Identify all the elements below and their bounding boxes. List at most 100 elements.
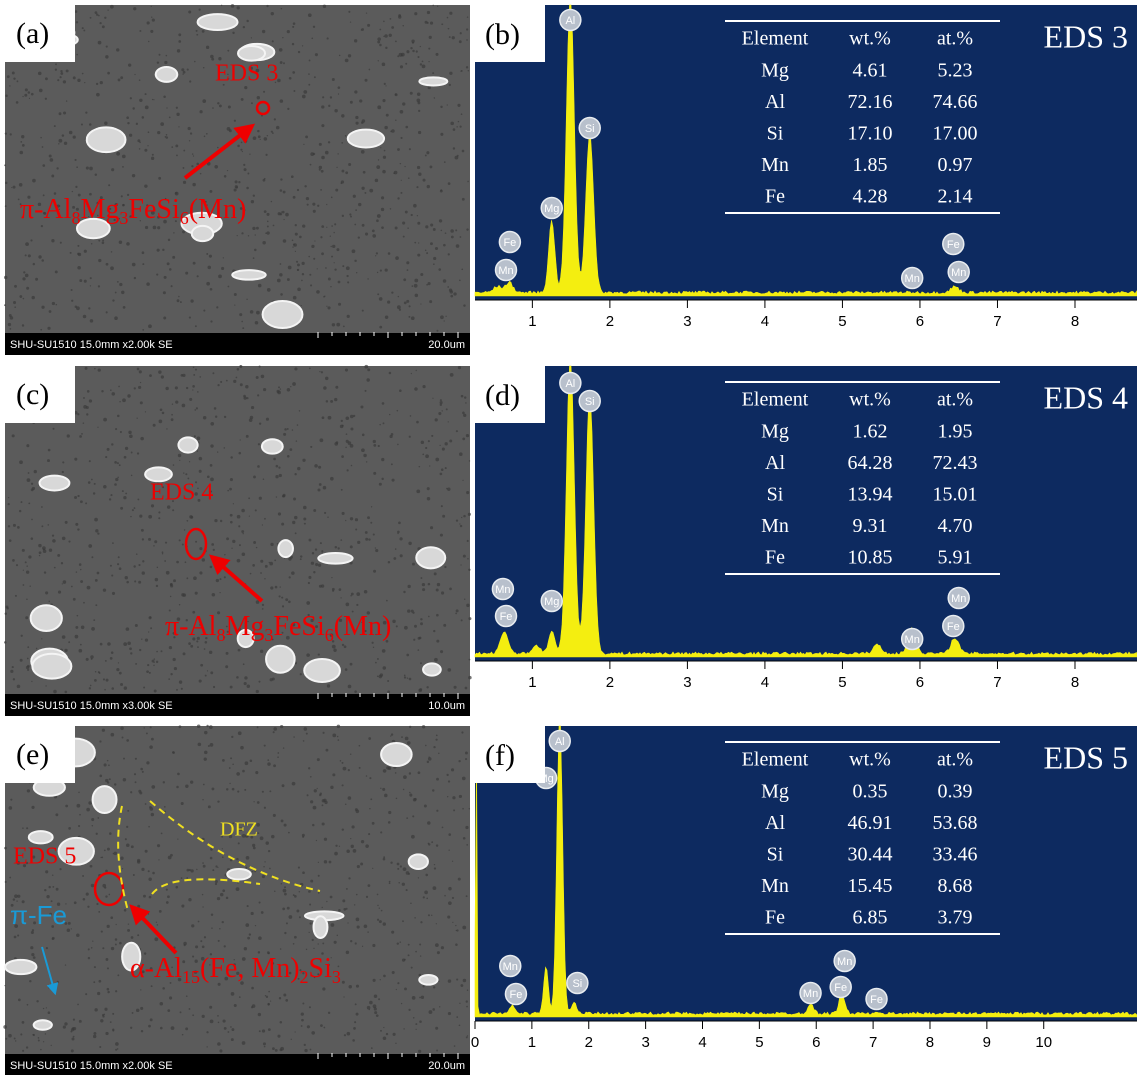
- sem-pore: [379, 29, 381, 31]
- sem-pore: [400, 192, 402, 194]
- sem-pore: [94, 966, 96, 968]
- sem-pore: [46, 947, 48, 949]
- sem-pore: [311, 1031, 315, 1035]
- sem-pore: [280, 1021, 283, 1024]
- sem-pore: [105, 1032, 108, 1035]
- sem-pore: [48, 986, 50, 988]
- sem-pore: [208, 805, 211, 808]
- sem-pore: [432, 1008, 435, 1011]
- sem-pore: [448, 979, 451, 982]
- sem-pore: [417, 649, 419, 651]
- x-tick-label: 1: [528, 1034, 536, 1051]
- sem-pore: [117, 281, 119, 283]
- sem-pore: [154, 937, 158, 941]
- sem-pore: [440, 404, 442, 406]
- sem-pore: [436, 734, 438, 736]
- sem-pore: [93, 1032, 96, 1035]
- sem-pore: [45, 1033, 46, 1034]
- sem-pore: [334, 852, 338, 856]
- sem-pore: [300, 673, 302, 675]
- sem-pore: [292, 26, 294, 28]
- sem-pore: [224, 554, 225, 555]
- peak-label: Fe: [503, 237, 516, 249]
- sem-pore: [188, 11, 191, 14]
- sem-pore: [460, 984, 463, 987]
- sem-pore: [275, 586, 278, 589]
- sem-pore: [209, 255, 212, 258]
- sem-pore: [22, 324, 24, 326]
- peak-label: Fe: [510, 989, 523, 1001]
- sem-pore: [365, 232, 368, 235]
- sem-pore: [273, 764, 276, 767]
- sem-pore: [85, 112, 87, 114]
- sem-pore: [358, 236, 360, 238]
- sem-pore: [440, 650, 443, 653]
- sem-pore: [379, 907, 380, 908]
- sem-pore: [197, 437, 201, 441]
- sem-pore: [128, 431, 131, 434]
- sem-pore: [188, 127, 191, 130]
- sem-pore: [262, 524, 263, 525]
- sem-pore: [310, 152, 314, 156]
- sem-pore: [229, 783, 230, 784]
- sem-pore: [401, 736, 403, 738]
- sem-pore: [422, 61, 424, 63]
- sem-pore: [444, 895, 446, 897]
- sem-pore: [407, 609, 410, 612]
- sem-pore: [25, 242, 29, 246]
- sem-pore: [91, 947, 93, 949]
- sem-pore: [229, 488, 232, 491]
- sem-pore: [465, 826, 468, 829]
- sem-pore: [418, 110, 420, 112]
- sem-pore: [404, 166, 405, 167]
- sem-pore: [105, 55, 108, 58]
- sem-pore: [231, 736, 233, 738]
- sem-pore: [120, 683, 123, 686]
- sem-pore: [357, 541, 360, 544]
- sem-pore: [4, 164, 6, 166]
- sem-pore: [466, 39, 468, 41]
- sem-pore: [83, 397, 85, 399]
- sem-pore: [451, 768, 454, 771]
- sem-pore: [369, 1001, 373, 1005]
- sem-pore: [151, 813, 154, 816]
- table-cell: 64.28: [848, 452, 893, 474]
- sem-pore: [150, 726, 152, 728]
- sem-pore: [134, 773, 136, 775]
- sem-pore: [463, 515, 466, 518]
- sem-pore: [273, 225, 275, 227]
- sem-pore: [391, 463, 393, 465]
- sem-pore: [9, 539, 12, 542]
- sem-pore: [468, 513, 471, 516]
- sem-pore: [124, 909, 127, 912]
- sem-pore: [237, 515, 241, 519]
- sem-pore: [303, 517, 306, 520]
- sem-pore: [141, 529, 144, 532]
- sem-pore: [284, 886, 286, 888]
- sem-pore: [352, 825, 355, 828]
- sem-pore: [432, 5, 434, 7]
- sem-pore: [5, 1038, 7, 1040]
- sem-pore: [458, 121, 459, 122]
- sem-pore: [300, 555, 302, 557]
- sem-pore: [321, 550, 323, 552]
- sem-pore: [321, 371, 323, 373]
- sem-pore: [435, 1027, 438, 1030]
- sem-pore: [220, 520, 222, 522]
- sem-pore: [143, 895, 146, 898]
- sem-pore: [102, 239, 104, 241]
- sem-pore: [56, 167, 58, 169]
- sem-pore: [187, 69, 189, 71]
- sem-pore: [145, 411, 146, 412]
- sem-pore: [26, 1046, 28, 1048]
- sem-pore: [445, 467, 447, 469]
- sem-pore: [242, 553, 246, 557]
- sem-pore: [255, 509, 257, 511]
- sem-pore: [407, 227, 409, 229]
- sem-pore: [122, 398, 126, 402]
- sem-pore: [430, 224, 433, 227]
- sem-pore: [110, 5, 114, 9]
- sem-pore: [434, 864, 435, 865]
- sem-pore: [74, 496, 77, 499]
- sem-pore: [420, 577, 422, 579]
